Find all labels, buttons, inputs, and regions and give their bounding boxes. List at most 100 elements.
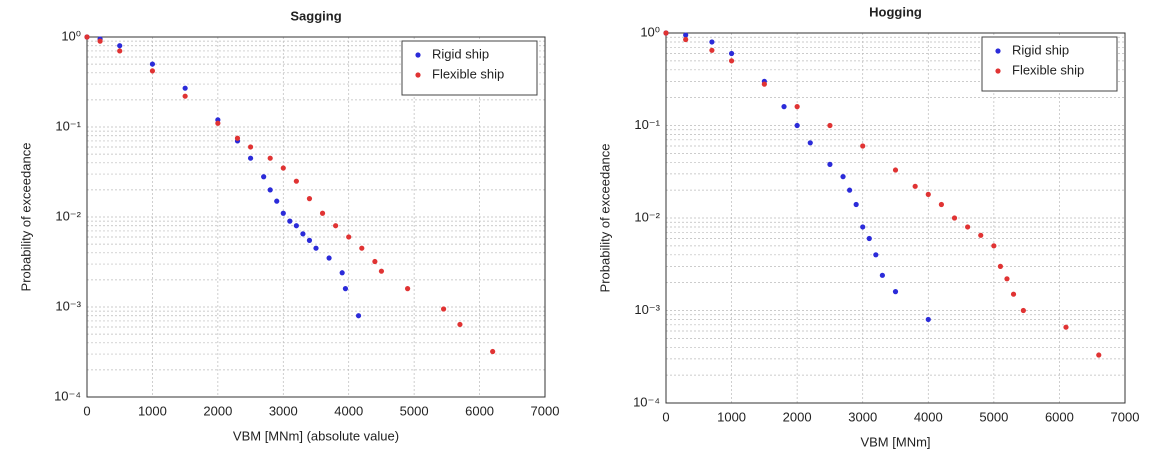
data-point: [306, 196, 313, 202]
data-point: [794, 104, 800, 110]
data-point: [951, 215, 958, 221]
data-point: [97, 38, 103, 44]
plot-frame: [665, 32, 1126, 404]
chart-title: Hogging: [869, 4, 922, 19]
legend-label: Flexible ship: [432, 66, 504, 81]
data-point: [490, 348, 496, 355]
data-point: [280, 165, 286, 171]
x-tick-label: 3000: [269, 403, 298, 418]
data-point: [991, 243, 997, 249]
x-tick-label: 2000: [203, 403, 232, 418]
data-point: [860, 143, 866, 149]
data-point: [1063, 324, 1069, 330]
data-point: [892, 167, 899, 173]
data-point: [827, 122, 833, 129]
data-point: [313, 245, 319, 251]
data-point: [709, 47, 715, 53]
data-point: [355, 313, 362, 319]
data-point: [182, 85, 188, 91]
x-tick-label: 5000: [400, 403, 429, 418]
x-tick-label: 0: [83, 403, 90, 418]
data-point: [709, 39, 715, 45]
data-point: [997, 263, 1004, 269]
data-point: [319, 210, 326, 216]
y-tick-label: 10⁻²: [634, 209, 660, 224]
data-point: [728, 58, 735, 64]
data-point: [938, 201, 945, 208]
data-point: [300, 231, 306, 237]
x-tick-label: 3000: [848, 409, 877, 424]
data-point: [372, 258, 378, 265]
data-point: [247, 144, 254, 150]
legend-label: Flexible ship: [1012, 62, 1084, 77]
y-tick-label: 10⁻¹: [55, 118, 81, 133]
data-point: [293, 223, 299, 229]
data-point: [149, 61, 156, 67]
data-point: [149, 68, 156, 74]
legend-marker: [995, 48, 1001, 54]
x-tick-label: 7000: [531, 403, 560, 418]
data-point: [840, 174, 846, 180]
legend-box: [981, 36, 1118, 92]
plot-frame: [86, 36, 546, 398]
y-tick-label: 10⁰: [640, 24, 660, 39]
data-point: [663, 30, 669, 36]
data-point: [378, 268, 385, 274]
data-point: [333, 223, 339, 229]
y-tick-label: 10⁻⁴: [54, 388, 81, 403]
y-tick-label: 10⁻²: [55, 208, 81, 223]
data-point: [234, 135, 241, 141]
data-point: [342, 286, 349, 292]
data-point: [293, 178, 299, 184]
data-point: [457, 321, 463, 328]
data-point: [306, 237, 313, 243]
x-tick-label: 2000: [783, 409, 812, 424]
data-point: [339, 270, 345, 276]
x-tick-label: 6000: [1045, 409, 1074, 424]
data-point: [117, 43, 123, 49]
data-point: [117, 48, 123, 54]
x-tick-label: 7000: [1111, 409, 1140, 424]
data-point: [781, 104, 787, 110]
data-point: [326, 255, 332, 261]
data-point: [261, 174, 267, 180]
data-point: [965, 224, 971, 230]
y-tick-label: 10⁻⁴: [633, 394, 660, 409]
x-tick-label: 4000: [334, 403, 363, 418]
data-point: [853, 201, 859, 208]
legend-marker: [415, 72, 421, 78]
x-tick-label: 5000: [979, 409, 1008, 424]
data-point: [683, 36, 689, 43]
x-axis-label: VBM [MNm] (absolute value): [233, 428, 399, 443]
data-point: [728, 50, 735, 57]
data-point: [925, 191, 931, 197]
legend-marker: [995, 68, 1001, 74]
data-point: [182, 93, 188, 99]
y-axis-label: Probability of exceedance: [18, 143, 33, 292]
data-point: [287, 218, 293, 224]
data-point: [873, 252, 879, 258]
data-point: [879, 272, 885, 278]
data-point: [274, 198, 280, 204]
data-point: [866, 235, 872, 242]
x-tick-label: 1000: [138, 403, 167, 418]
data-point: [683, 32, 689, 38]
y-axis-label: Probability of exceedance: [597, 144, 612, 293]
data-point: [267, 155, 273, 161]
data-point: [359, 245, 365, 251]
y-tick-label: 10⁻³: [55, 298, 81, 313]
data-point: [280, 210, 286, 216]
data-point: [892, 289, 899, 295]
data-point: [807, 140, 813, 146]
data-point: [215, 120, 221, 126]
data-point: [978, 232, 984, 238]
y-tick-label: 10⁻³: [634, 302, 660, 317]
legend-marker: [415, 52, 421, 58]
legend-label: Rigid ship: [432, 46, 489, 61]
x-axis-label: VBM [MNm]: [860, 434, 930, 449]
data-point: [794, 122, 800, 129]
data-point: [847, 187, 853, 193]
data-point: [247, 155, 254, 161]
data-point: [1020, 307, 1026, 314]
y-tick-label: 10⁰: [61, 28, 81, 43]
